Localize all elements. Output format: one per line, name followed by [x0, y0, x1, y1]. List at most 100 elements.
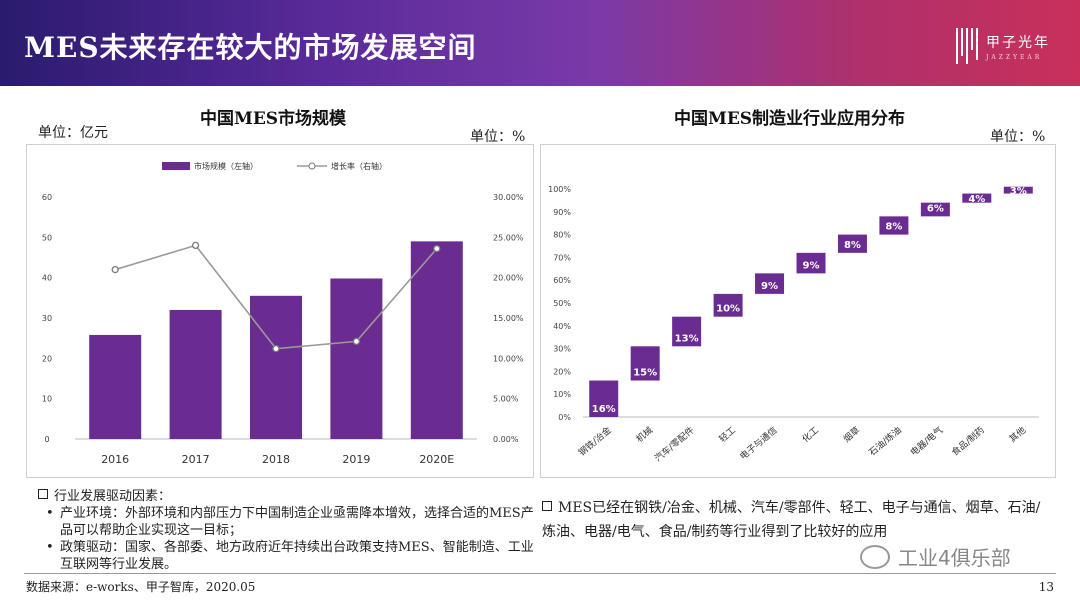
growth-rate-point — [433, 244, 441, 253]
brand-name-en: JAZZYEAR — [986, 53, 1043, 61]
legend-label-market-size: 市场规模（左轴） — [194, 161, 258, 171]
y-tick-label: 40% — [553, 322, 571, 331]
watermark: 工业4俱乐部 — [860, 542, 1011, 571]
wechat-icon — [860, 544, 890, 569]
x-tick-label: 钢铁/冶金 — [576, 424, 614, 458]
bar-market-size — [89, 334, 142, 439]
drivers-notes: 行业发展驱动因素： 产业环境：外部环境和内部压力下中国制造企业亟需降本增效，选择… — [38, 488, 538, 573]
brand-logo: 甲子光年 JAZZYEAR — [956, 28, 1050, 64]
growth-rate-point — [272, 345, 280, 353]
right-chart-title: 中国MES制造业行业应用分布 — [674, 109, 906, 129]
header-banner: MES未来存在较大的市场发展空间 甲子光年 JAZZYEAR — [0, 0, 1080, 86]
x-tick-label: 化工 — [799, 424, 821, 445]
bar-value-label: 9% — [803, 260, 820, 271]
y-tick-label: 70% — [553, 253, 571, 262]
footer-divider — [24, 573, 1056, 574]
left-chart-title: 中国MES市场规模 — [200, 109, 347, 129]
legend-swatch-growth-marker — [308, 162, 316, 170]
y-left-tick-label: 40 — [42, 274, 52, 283]
drivers-heading: 行业发展驱动因素： — [38, 488, 538, 505]
x-tick-label: 石油/炼油 — [866, 424, 904, 458]
market-size-chart: 0 10 20 30 40 50 60 0.00% 5.00% 10.00% 15.00% 20.00… — [42, 161, 524, 466]
x-tick-label: 2020E — [419, 453, 454, 466]
industry-distribution-chart: 0% 10% 20% 30% 40% 50% 60% 70% 80% 90% 100% 16% 钢铁/冶… — [548, 185, 1039, 464]
bar-market-size — [250, 295, 302, 439]
y-right-tick-label: 10.00% — [493, 354, 524, 363]
waterfall-bar — [589, 380, 619, 417]
y-tick-label: 10% — [553, 390, 571, 399]
industry-distribution-chart-panel: 0% 10% 20% 30% 40% 50% 60% 70% 80% 90% 100% 16% 钢铁/冶… — [540, 144, 1056, 478]
y-tick-label: 60% — [553, 276, 571, 285]
legend-swatch-market-size — [162, 162, 190, 170]
driver-item-policy: 政策驱动：国家、各部委、地方政府近年持续出台政策支持MES、智能制造、工业互联网… — [38, 539, 538, 573]
brand-mark-icon — [956, 28, 978, 64]
y-left-tick-label: 10 — [42, 395, 52, 404]
x-tick-label: 其他 — [1007, 424, 1029, 445]
bar-value-label: 8% — [885, 222, 902, 233]
waterfall-bar — [1003, 186, 1033, 194]
bar-market-size — [169, 309, 222, 439]
y-tick-label: 20% — [553, 367, 571, 376]
waterfall-bar — [672, 316, 702, 347]
x-tick-label: 机械 — [634, 424, 656, 445]
y-tick-label: 30% — [553, 345, 571, 354]
x-tick-label: 汽车/零配件 — [652, 424, 697, 464]
bar-value-label: 15% — [633, 368, 657, 379]
x-tick-label: 2017 — [182, 453, 210, 466]
bar-value-label: 10% — [716, 304, 740, 315]
left-unit-label: 单位：亿元 — [38, 125, 108, 141]
y-left-tick-label: 60 — [42, 193, 52, 202]
bar-value-label: 3% — [1010, 186, 1027, 197]
bar-value-label: 6% — [927, 203, 944, 214]
driver-item-industry: 产业环境：外部环境和内部压力下中国制造企业亟需降本增效，选择合适的MES产品可以… — [38, 505, 538, 539]
right-unit-label: 单位：% — [990, 129, 1046, 145]
bar-market-size — [410, 241, 463, 439]
bar-value-label: 13% — [675, 333, 699, 344]
waterfall-bar — [879, 216, 909, 235]
market-size-chart-panel: 0 10 20 30 40 50 60 0.00% 5.00% 10.00% 15.00% 20.00… — [26, 144, 534, 478]
square-bullet-icon — [542, 501, 552, 511]
growth-rate-point — [191, 241, 200, 250]
bar-value-label: 8% — [844, 240, 861, 251]
square-bullet-icon — [38, 489, 48, 499]
waterfall-bar — [962, 193, 992, 203]
y-tick-label: 0% — [558, 413, 571, 422]
bar-value-label: 9% — [761, 281, 778, 292]
bar-value-label: 4% — [968, 194, 985, 205]
waterfall-bar — [796, 252, 826, 274]
growth-rate-point — [352, 337, 361, 346]
y-left-tick-label: 50 — [42, 233, 52, 242]
y-right-tick-label: 25.00% — [493, 233, 524, 242]
y-tick-label: 50% — [553, 299, 571, 308]
waterfall-bar — [630, 346, 660, 381]
page-number: 13 — [1038, 580, 1054, 594]
x-tick-label: 2016 — [101, 453, 129, 466]
waterfall-bar — [837, 234, 867, 253]
x-tick-label: 2018 — [262, 453, 290, 466]
bar-value-label: 16% — [592, 404, 616, 415]
brand-name: 甲子光年 — [986, 34, 1050, 51]
y-tick-label: 100% — [548, 185, 571, 194]
y-right-tick-label: 5.00% — [493, 395, 519, 404]
left-unit-right-label: 单位：% — [470, 129, 526, 145]
y-left-tick-label: 30 — [42, 314, 52, 323]
waterfall-bar — [713, 293, 743, 317]
data-source: 数据来源：e-works、甲子智库，2020.05 — [26, 580, 256, 594]
x-tick-label: 电子与通信 — [737, 424, 779, 462]
y-right-tick-label: 30.00% — [493, 193, 524, 202]
growth-rate-point — [111, 265, 119, 274]
y-left-tick-label: 0 — [44, 435, 49, 444]
application-note: MES已经在钢铁/冶金、机械、汽车/零部件、轻工、电子与通信、烟草、石油/炼油、… — [542, 500, 1041, 540]
y-tick-label: 90% — [553, 208, 571, 217]
y-right-tick-label: 20.00% — [493, 274, 524, 283]
x-tick-label: 轻工 — [717, 424, 739, 445]
y-right-tick-label: 15.00% — [493, 314, 524, 323]
page-title: MES未来存在较大的市场发展空间 — [24, 31, 477, 64]
legend-label-growth-rate: 增长率（右轴） — [331, 161, 387, 171]
waterfall-bar — [755, 273, 785, 294]
x-tick-label: 电器/电气 — [908, 424, 946, 458]
bar-market-size — [330, 278, 383, 439]
y-left-tick-label: 20 — [42, 354, 52, 363]
y-tick-label: 80% — [553, 231, 571, 240]
x-tick-label: 食品/制药 — [949, 424, 987, 458]
